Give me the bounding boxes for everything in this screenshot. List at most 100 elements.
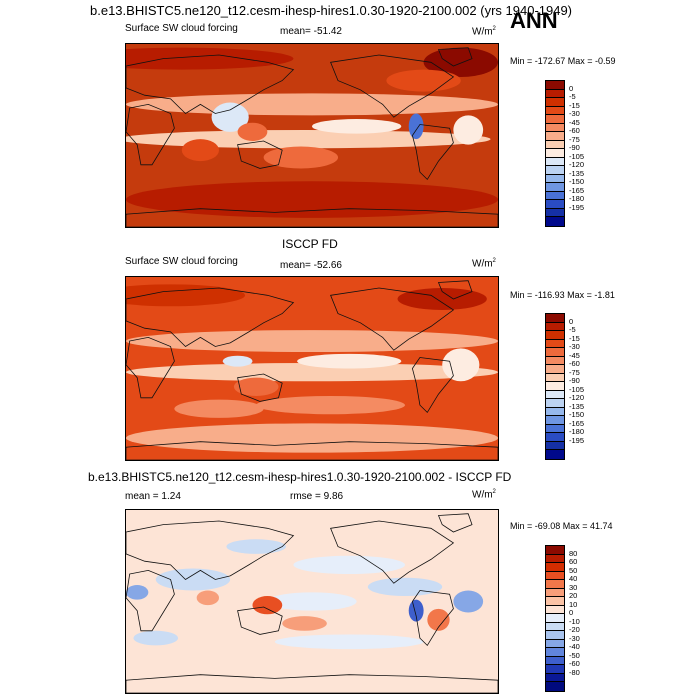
panel2-title: ISCCP FD <box>282 237 338 251</box>
field-region <box>226 539 286 554</box>
colorbar-swatch <box>546 132 564 141</box>
colorbar-tick-label: -50 <box>569 650 580 660</box>
field-region <box>133 630 179 646</box>
colorbar-swatch <box>546 382 564 391</box>
coastline <box>126 287 295 348</box>
colorbar-swatch <box>546 588 564 598</box>
colorbar-swatch <box>546 673 564 683</box>
field-region <box>126 181 498 218</box>
panel2-variable: Surface SW cloud forcing <box>125 256 238 267</box>
colorbar-swatch <box>546 81 564 90</box>
field-region <box>126 585 149 600</box>
panel3-units-exp: 2 <box>492 489 496 495</box>
field-region <box>222 355 253 367</box>
colorbar-tick-label: 40 <box>569 574 578 584</box>
colorbar-tick-label: -120 <box>569 393 585 403</box>
colorbar-swatch <box>546 200 564 209</box>
colorbar-swatch <box>546 157 564 167</box>
colorbar-tick-label: 30 <box>569 582 578 592</box>
colorbar-tick-label: 80 <box>569 548 578 558</box>
colorbar-swatch <box>546 217 564 226</box>
colorbar-swatch <box>546 416 564 425</box>
colorbar-swatch <box>546 656 564 666</box>
colorbar-swatch <box>546 441 564 451</box>
coastline <box>126 336 175 399</box>
colorbar-swatch <box>546 89 564 99</box>
panel3-mean: mean = 1.24 <box>125 491 181 502</box>
colorbar-tick-label: 0 <box>569 316 574 326</box>
colorbar-tick-label: -105 <box>569 384 585 394</box>
coastline <box>126 208 498 227</box>
colorbar-tick-label: -135 <box>569 168 585 178</box>
colorbar-tick-label: 0 <box>569 608 574 618</box>
colorbar-swatch <box>546 348 564 357</box>
coastline <box>411 590 454 647</box>
colorbar-swatch <box>546 149 564 158</box>
field-region <box>267 592 357 611</box>
field-region <box>297 353 402 369</box>
colorbar-swatch <box>546 373 564 383</box>
panel3-map <box>125 509 499 694</box>
field-region <box>126 93 498 116</box>
field-region <box>408 113 424 140</box>
colorbar-tick-label: -120 <box>569 160 585 170</box>
colorbar-tick-label: -90 <box>569 143 580 153</box>
panel3-map-svg <box>126 510 498 693</box>
colorbar-swatch <box>546 339 564 349</box>
panel1-units: W/m2 <box>472 26 496 37</box>
colorbar-swatch <box>546 571 564 581</box>
coastline <box>330 287 455 351</box>
colorbar-tick-label: -5 <box>569 92 576 102</box>
figure-title: b.e13.BHISTC5.ne120_t12.cesm-ihesp-hires… <box>90 3 573 18</box>
colorbar-swatch <box>546 614 564 623</box>
colorbar-swatch <box>546 597 564 606</box>
panel2-map-svg <box>126 277 498 460</box>
colorbar-tick-label: -45 <box>569 117 580 127</box>
colorbar-swatch <box>546 580 564 589</box>
colorbar-tick-label: 0 <box>569 83 574 93</box>
panel1-units-exp: 2 <box>492 26 496 32</box>
coastline <box>437 280 473 300</box>
field-region <box>252 596 283 615</box>
field-region <box>174 399 264 418</box>
field-region <box>126 130 491 149</box>
coastline <box>330 520 455 584</box>
field-region <box>442 348 480 382</box>
colorbar-tick-label: -150 <box>569 410 585 420</box>
colorbar-swatch <box>546 356 564 366</box>
colorbar-swatch <box>546 563 564 572</box>
colorbar-swatch <box>546 390 564 400</box>
panel3-title: b.e13.BHISTC5.ne120_t12.cesm-ihesp-hires… <box>88 470 512 484</box>
colorbar-swatch <box>546 665 564 674</box>
colorbar-swatch <box>546 166 564 175</box>
field-region <box>196 590 219 606</box>
coastline <box>126 569 175 632</box>
panel2-units: W/m2 <box>472 258 496 269</box>
coastline <box>237 606 283 635</box>
colorbar-tick-label: 10 <box>569 599 578 609</box>
colorbar-swatch <box>546 98 564 107</box>
colorbar-swatch <box>546 546 564 555</box>
colorbar-tick-label: -105 <box>569 151 585 161</box>
colorbar-tick-label: -60 <box>569 126 580 136</box>
colorbar-tick-label: -30 <box>569 342 580 352</box>
panel2-colorbar <box>545 313 565 460</box>
colorbar-tick-label: -135 <box>569 401 585 411</box>
colorbar-swatch <box>546 554 564 564</box>
colorbar-swatch <box>546 140 564 150</box>
field-region <box>427 608 450 631</box>
panel2-units-exp: 2 <box>492 258 496 264</box>
field-region <box>256 395 405 415</box>
panel3-colorbar <box>545 545 565 692</box>
field-region <box>293 555 405 575</box>
panel2-map <box>125 276 499 461</box>
colorbar-tick-label: -195 <box>569 202 585 212</box>
colorbar-tick-label: -15 <box>569 100 580 110</box>
colorbar-tick-label: -90 <box>569 376 580 386</box>
colorbar-tick-label: 50 <box>569 565 578 575</box>
colorbar-tick-label: -180 <box>569 194 585 204</box>
coastline <box>411 357 454 414</box>
field-region <box>237 122 268 141</box>
colorbar-tick-label: -165 <box>569 418 585 428</box>
colorbar-tick-label: -5 <box>569 325 576 335</box>
